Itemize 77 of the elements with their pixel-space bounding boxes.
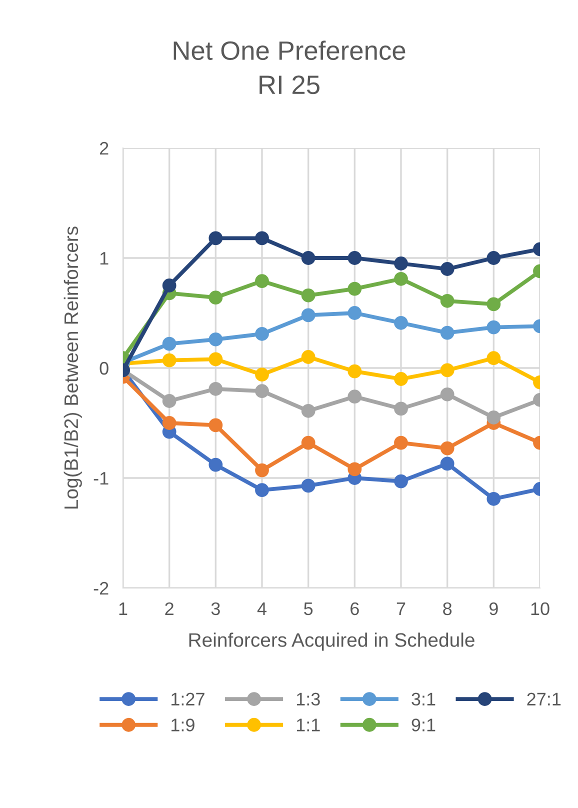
point <box>394 436 408 450</box>
point <box>162 353 176 368</box>
point <box>162 394 176 408</box>
y-tick-label: 0 <box>100 362 108 375</box>
legend-label: 1:3 <box>296 692 320 706</box>
point <box>440 363 454 378</box>
point <box>162 416 176 430</box>
x-tick-label: 2 <box>165 602 174 615</box>
point <box>486 320 501 334</box>
x-tick-label: 9 <box>489 602 498 616</box>
legend-label: 9:1 <box>412 718 436 732</box>
point <box>255 384 269 398</box>
point <box>440 262 454 276</box>
point <box>394 272 408 286</box>
point <box>255 463 269 478</box>
point <box>208 231 223 246</box>
point <box>440 294 454 308</box>
point <box>486 251 501 265</box>
point <box>394 474 408 488</box>
x-tick-label: 4 <box>257 602 266 615</box>
point <box>440 456 454 471</box>
point <box>255 326 269 341</box>
chart-title: Net One Preference RI 25 <box>174 40 406 94</box>
point <box>348 282 362 296</box>
y-axis-title: Log(B1/B2) Between Reinforcers <box>64 226 82 509</box>
y-tick-label: 2 <box>100 142 108 155</box>
legend-label: 1:1 <box>296 718 320 732</box>
point <box>208 382 223 396</box>
x-tick-label: 6 <box>350 602 359 616</box>
x-tick-label: 8 <box>443 602 452 616</box>
x-tick-label: 1 <box>119 602 128 615</box>
point <box>255 274 269 288</box>
point <box>162 278 176 292</box>
point <box>301 478 316 493</box>
y-tick-label: -2 <box>94 582 108 595</box>
point <box>301 404 316 418</box>
y-tick-label: 1 <box>100 252 108 265</box>
point <box>208 332 223 346</box>
point <box>394 372 408 386</box>
point <box>301 288 316 302</box>
y-tick-label: -1 <box>94 472 108 485</box>
point <box>486 410 501 424</box>
point <box>301 436 316 450</box>
point <box>301 308 316 322</box>
legend-label: 27:1 <box>527 692 561 706</box>
point <box>301 251 316 265</box>
point <box>348 364 362 378</box>
point <box>394 402 408 416</box>
point <box>208 418 223 432</box>
x-axis-title: Reinforcers Acquired in Schedule <box>189 632 474 651</box>
point <box>348 390 362 404</box>
point <box>440 326 454 340</box>
point <box>255 483 269 498</box>
point <box>486 351 501 366</box>
legend-label: 1:27 <box>172 692 204 706</box>
point <box>208 352 223 366</box>
point <box>255 368 269 382</box>
point <box>301 350 316 364</box>
point <box>208 458 223 472</box>
x-tick-label: 5 <box>304 602 313 616</box>
legend-label: 1:9 <box>172 718 194 732</box>
point <box>162 336 176 351</box>
x-tick-label: 3 <box>211 602 220 616</box>
point <box>348 251 362 265</box>
x-tick-label: 7 <box>396 602 406 615</box>
legend-label: 3:1 <box>412 692 436 706</box>
point <box>394 256 408 270</box>
point <box>440 387 454 402</box>
point <box>208 290 223 305</box>
point <box>394 316 408 330</box>
point <box>348 306 362 320</box>
point <box>440 441 454 456</box>
point <box>348 462 362 476</box>
x-tick-label: 10 <box>531 602 550 616</box>
point <box>255 231 269 246</box>
point <box>486 297 501 312</box>
point <box>486 492 501 506</box>
